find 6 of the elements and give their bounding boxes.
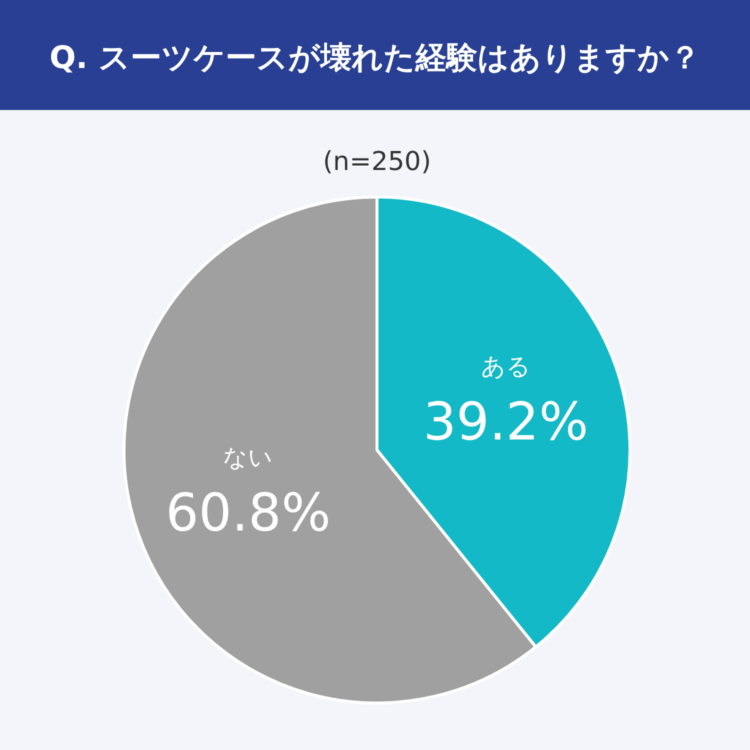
slice-label: ある — [480, 352, 531, 381]
chart-title: Q. スーツケースが壊れた経験はありますか？ — [50, 40, 700, 76]
slice-label: ない — [223, 443, 274, 472]
chart-subtitle: (n=250) — [322, 147, 432, 177]
data-label: 39.2% — [423, 392, 588, 453]
data-label: 60.8% — [166, 483, 331, 544]
